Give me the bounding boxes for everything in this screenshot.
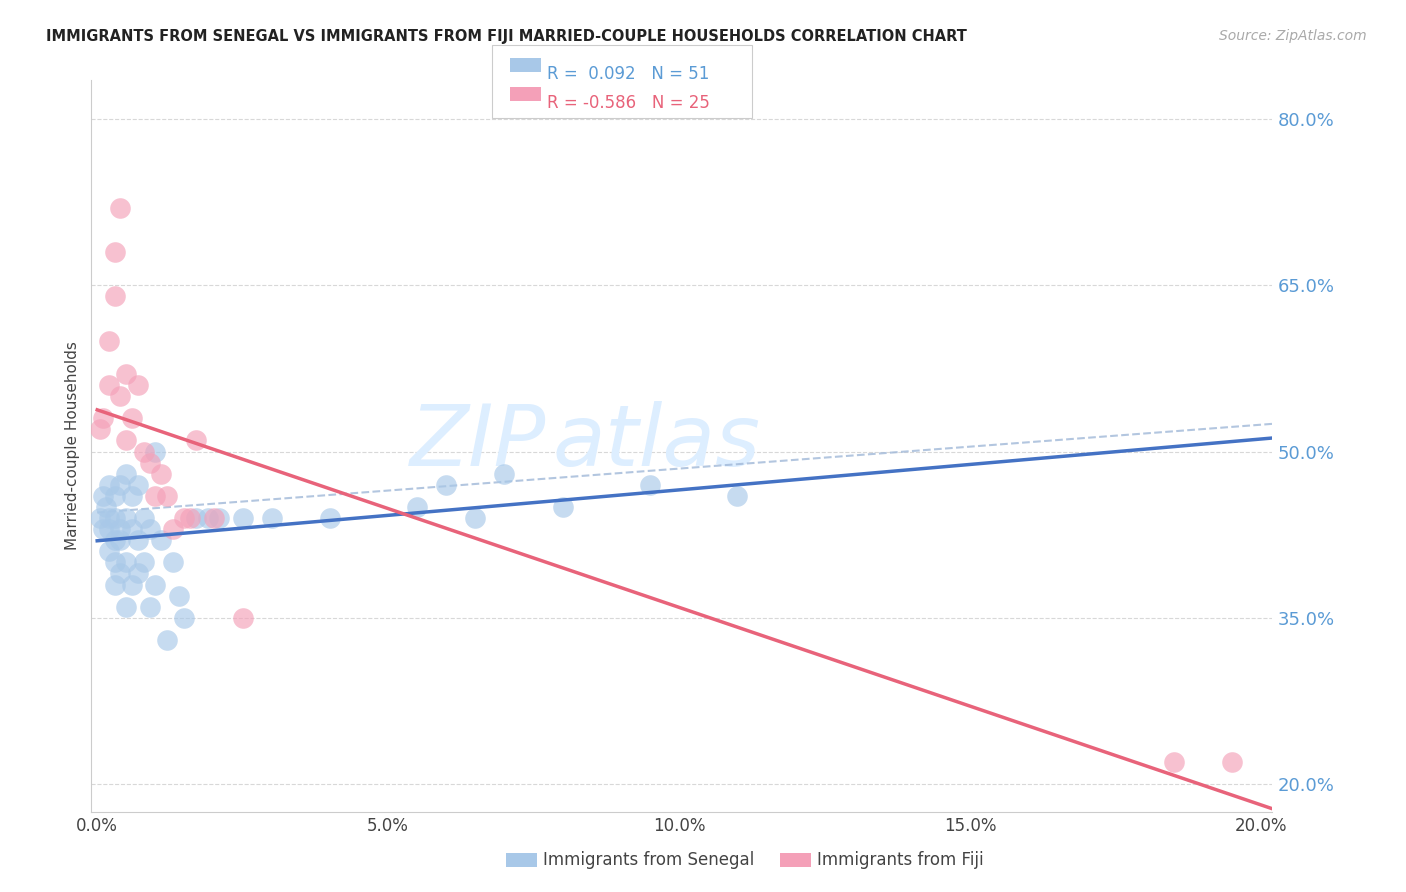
Point bbox=[145, 444, 167, 458]
Point bbox=[121, 522, 143, 536]
Point bbox=[179, 511, 201, 525]
Point bbox=[115, 555, 138, 569]
Point bbox=[89, 511, 111, 525]
Point bbox=[97, 378, 120, 392]
Point bbox=[97, 334, 120, 348]
Point bbox=[132, 444, 155, 458]
Point bbox=[150, 467, 173, 481]
Point bbox=[1163, 755, 1185, 769]
Point bbox=[121, 411, 143, 425]
Point bbox=[94, 500, 117, 514]
Point bbox=[145, 577, 167, 591]
Text: R = -0.586   N = 25: R = -0.586 N = 25 bbox=[547, 94, 710, 112]
Point bbox=[1220, 755, 1243, 769]
Point bbox=[162, 522, 184, 536]
Point bbox=[184, 434, 207, 448]
Point bbox=[104, 289, 127, 303]
Point bbox=[725, 489, 748, 503]
Text: atlas: atlas bbox=[553, 401, 761, 483]
Point bbox=[138, 456, 160, 470]
Text: ZIP: ZIP bbox=[409, 401, 546, 483]
Point bbox=[97, 544, 120, 558]
Point bbox=[406, 500, 429, 514]
Point bbox=[110, 522, 132, 536]
Point bbox=[232, 611, 254, 625]
Point bbox=[319, 511, 342, 525]
Point bbox=[150, 533, 173, 548]
Point bbox=[138, 599, 160, 614]
Point bbox=[434, 477, 457, 491]
Point bbox=[104, 533, 127, 548]
Point bbox=[110, 201, 132, 215]
Point bbox=[173, 511, 195, 525]
Point bbox=[110, 389, 132, 403]
Point bbox=[638, 477, 661, 491]
Point bbox=[97, 522, 120, 536]
Point bbox=[184, 511, 207, 525]
Point bbox=[110, 533, 132, 548]
Point bbox=[197, 511, 219, 525]
Point bbox=[156, 489, 179, 503]
Text: IMMIGRANTS FROM SENEGAL VS IMMIGRANTS FROM FIJI MARRIED-COUPLE HOUSEHOLDS CORREL: IMMIGRANTS FROM SENEGAL VS IMMIGRANTS FR… bbox=[46, 29, 967, 44]
Point bbox=[115, 511, 138, 525]
Point bbox=[127, 533, 149, 548]
Point bbox=[173, 611, 195, 625]
Point bbox=[91, 489, 114, 503]
Point bbox=[121, 577, 143, 591]
Point bbox=[104, 245, 127, 260]
Point bbox=[104, 555, 127, 569]
Point bbox=[115, 599, 138, 614]
Point bbox=[464, 511, 486, 525]
Point bbox=[202, 511, 225, 525]
Point bbox=[91, 411, 114, 425]
Point bbox=[156, 632, 179, 647]
Point bbox=[127, 378, 149, 392]
Point bbox=[551, 500, 574, 514]
Text: R =  0.092   N = 51: R = 0.092 N = 51 bbox=[547, 65, 709, 83]
Point bbox=[104, 511, 127, 525]
Point bbox=[97, 477, 120, 491]
Text: Immigrants from Senegal: Immigrants from Senegal bbox=[543, 851, 754, 869]
Point bbox=[132, 555, 155, 569]
Point bbox=[91, 522, 114, 536]
Point bbox=[121, 489, 143, 503]
Point bbox=[104, 577, 127, 591]
Point bbox=[127, 566, 149, 581]
Point bbox=[89, 422, 111, 436]
Text: Source: ZipAtlas.com: Source: ZipAtlas.com bbox=[1219, 29, 1367, 43]
Y-axis label: Married-couple Households: Married-couple Households bbox=[65, 342, 80, 550]
Point bbox=[167, 589, 190, 603]
Point bbox=[132, 511, 155, 525]
Point bbox=[115, 367, 138, 381]
Point bbox=[494, 467, 516, 481]
Point bbox=[145, 489, 167, 503]
Point bbox=[97, 511, 120, 525]
Point bbox=[127, 477, 149, 491]
Point bbox=[110, 566, 132, 581]
Point bbox=[208, 511, 231, 525]
Point bbox=[232, 511, 254, 525]
Point bbox=[104, 489, 127, 503]
Point bbox=[110, 477, 132, 491]
Point bbox=[138, 522, 160, 536]
Point bbox=[260, 511, 283, 525]
Point bbox=[115, 434, 138, 448]
Point bbox=[162, 555, 184, 569]
Text: Immigrants from Fiji: Immigrants from Fiji bbox=[817, 851, 984, 869]
Point bbox=[115, 467, 138, 481]
